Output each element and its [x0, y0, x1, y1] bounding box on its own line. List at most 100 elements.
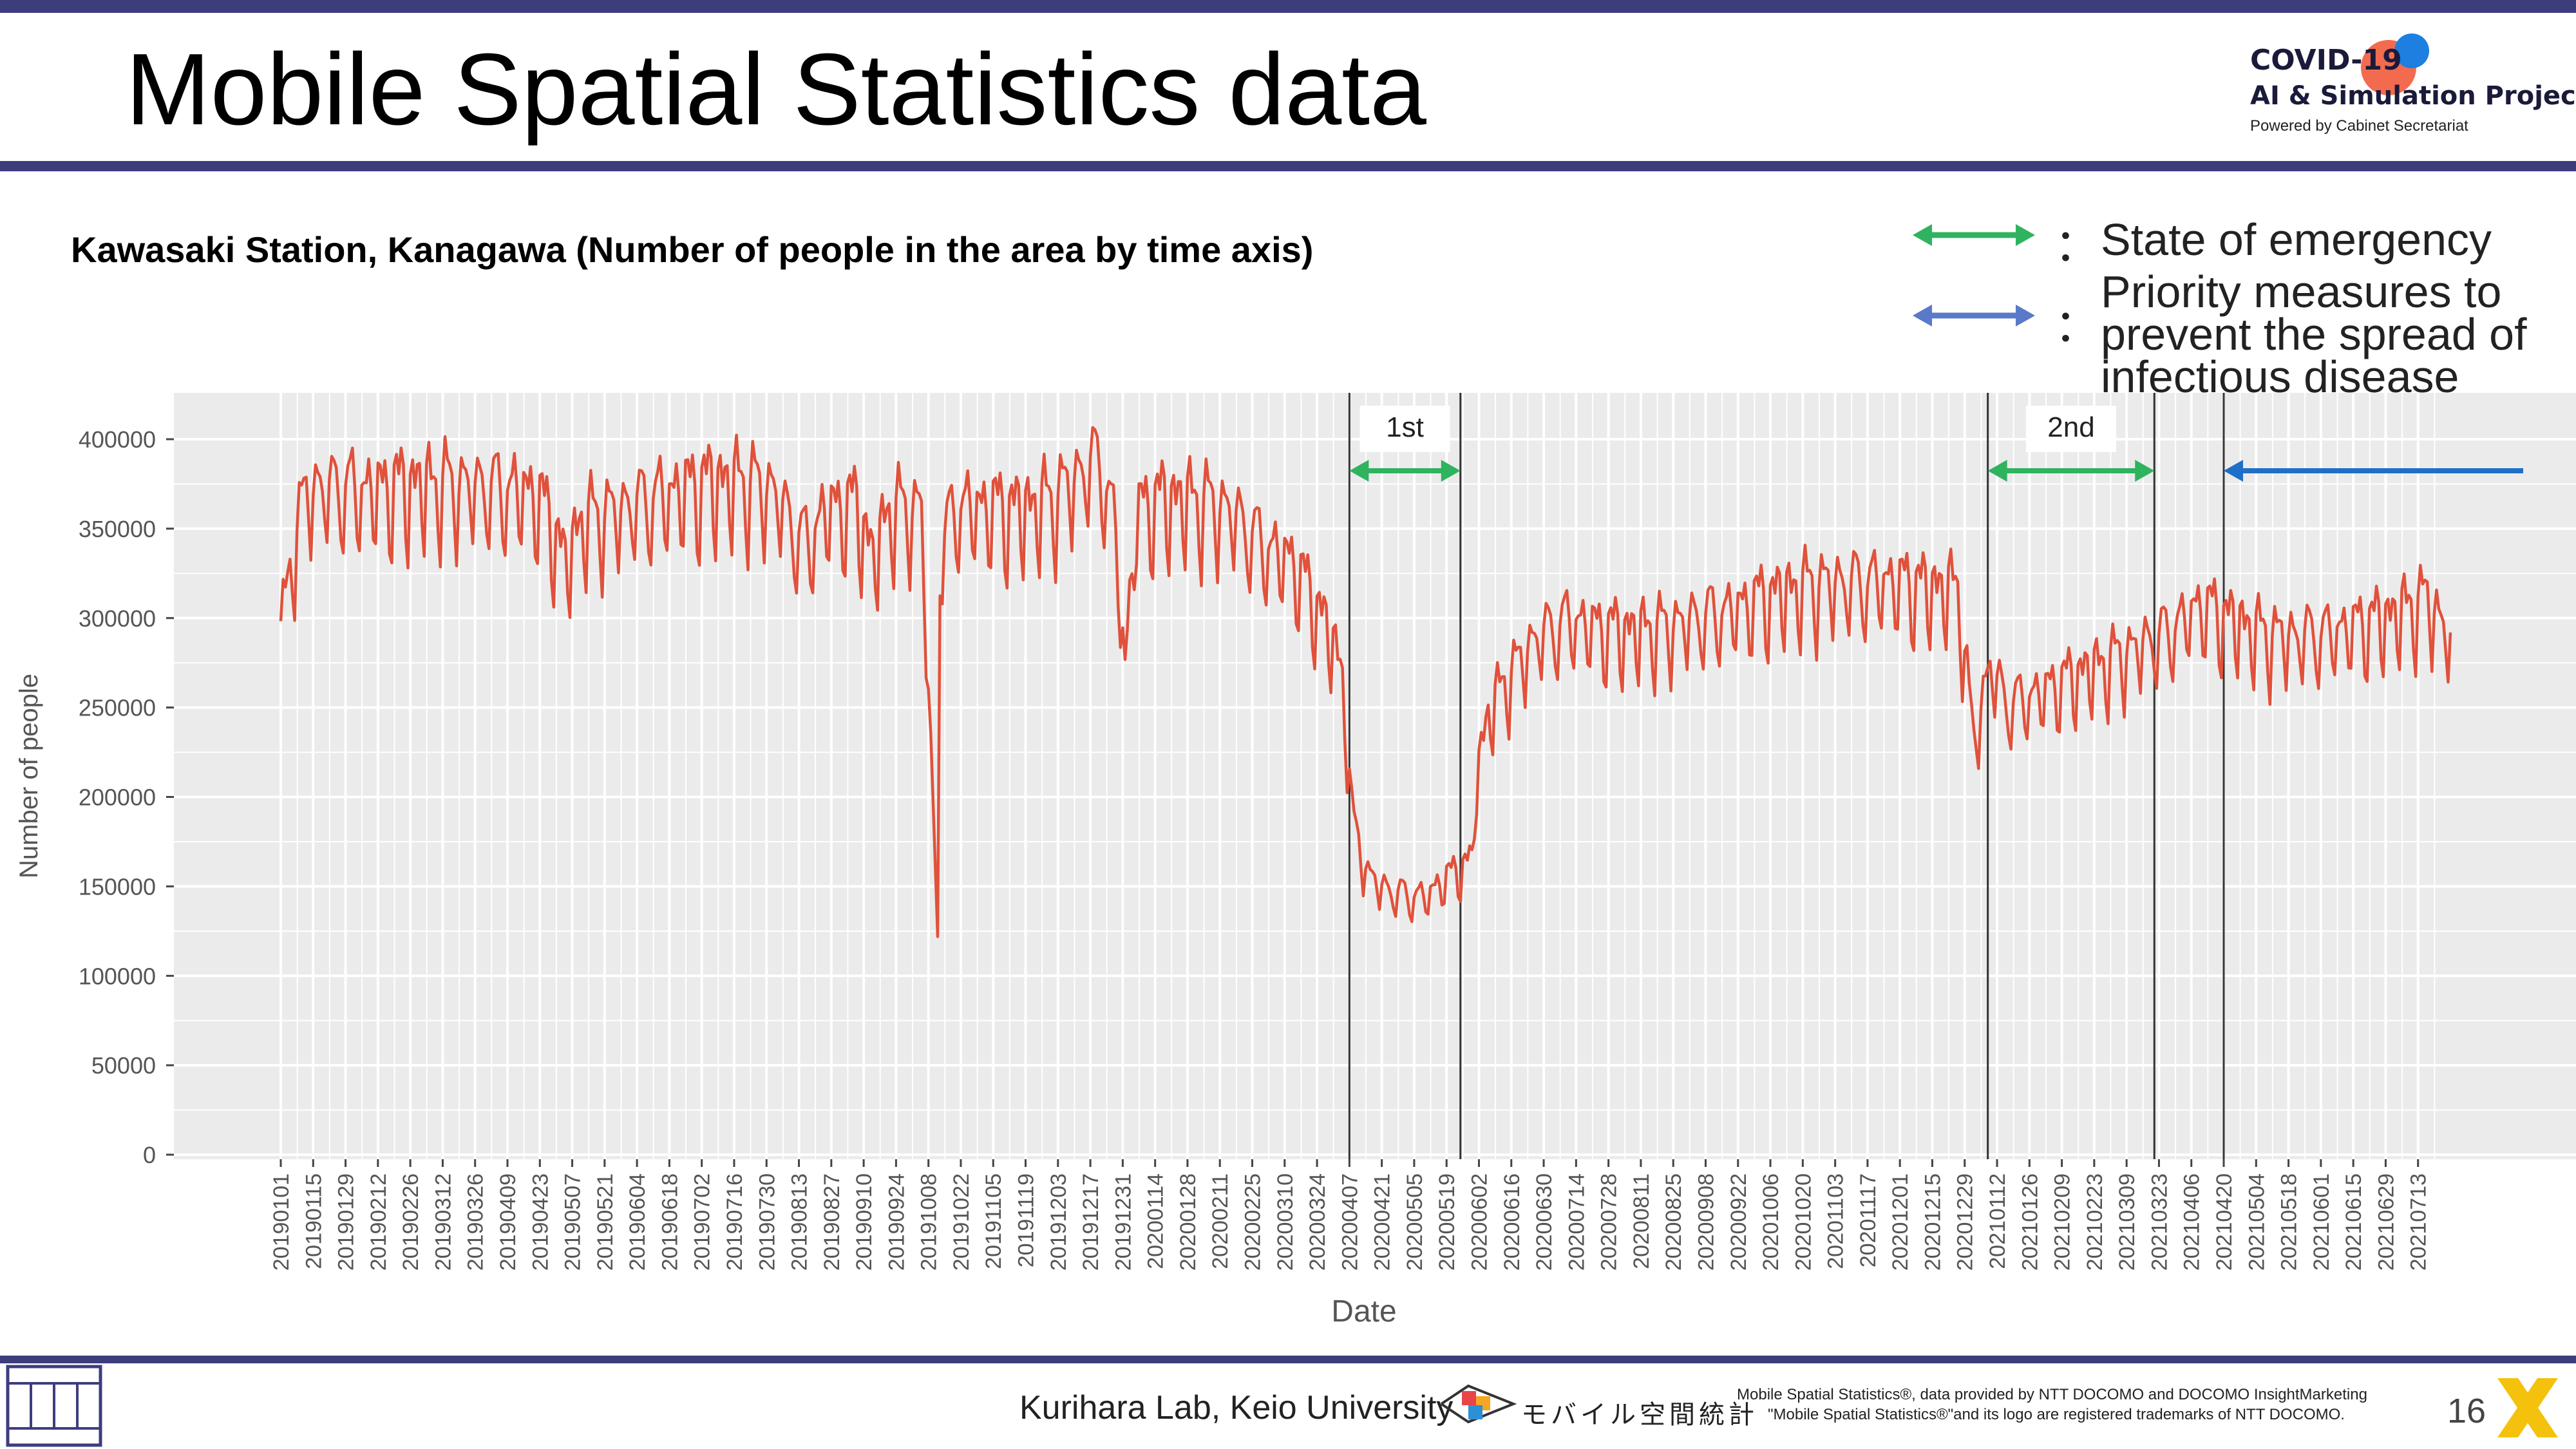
x-tick-label: 20200505: [1403, 1173, 1427, 1271]
annotation-arrow-head: [2135, 460, 2155, 482]
annotation-label-box: [1359, 406, 1450, 452]
y-tick-label: 300000: [79, 605, 156, 632]
legend-emergency-arrow: [1913, 224, 2035, 246]
x-axis-label: Date: [1331, 1294, 1396, 1329]
x-tick-label: 20190312: [431, 1173, 455, 1271]
footer-lab-name: Kurihara Lab, Keio University: [1019, 1389, 1454, 1426]
x-tick-label: 20191022: [949, 1173, 974, 1271]
y-tick-label: 250000: [79, 695, 156, 721]
x-tick-label: 20201229: [1953, 1173, 1978, 1271]
annotation-label-box: [2025, 406, 2116, 452]
y-tick-label: 0: [143, 1142, 156, 1168]
page-number: 16: [2447, 1392, 2486, 1430]
x-tick-label: 20200407: [1338, 1173, 1362, 1271]
x-tick-label: 20191231: [1111, 1173, 1135, 1271]
annotation-arrow-head: [1441, 460, 1461, 482]
annotation-arrow-head: [1349, 460, 1369, 482]
x-tick-label: 20190115: [301, 1173, 326, 1269]
x-tick-label: 20210629: [2374, 1173, 2398, 1271]
y-axis-label: Number of people: [15, 674, 43, 878]
top-band: [0, 0, 2576, 13]
legend-priority-line-1: Priority measures to: [2101, 267, 2502, 317]
y-tick-label: 350000: [79, 516, 156, 542]
x-tick-label: 20190507: [561, 1173, 585, 1271]
mss-logo-text: モバイル空間統計: [1521, 1401, 1758, 1429]
x-tick-label: 20190226: [399, 1173, 423, 1271]
logo-line-3: Powered by Cabinet Secretariat: [2250, 117, 2468, 135]
x-tick-label: 20210223: [2083, 1173, 2107, 1271]
x-tick-label: 20190924: [884, 1173, 909, 1271]
x-tick-label: 20190813: [788, 1173, 812, 1271]
logo-blue-dot: [2394, 33, 2429, 68]
x-tick-label: 20210615: [2342, 1173, 2366, 1271]
x-tick-label: 20200602: [1467, 1173, 1492, 1271]
page-title: Mobile Spatial Statistics data: [126, 33, 1426, 146]
x-tick-label: 20200128: [1176, 1173, 1200, 1271]
x-tick-label: 20201020: [1791, 1173, 1815, 1271]
x-tick-label: 20190618: [658, 1173, 682, 1271]
annotation-label: 1st: [1386, 412, 1424, 443]
x-tick-label: 20200811: [1629, 1173, 1654, 1269]
legend-priority-line-2: prevent the spread of: [2101, 309, 2527, 359]
x-tick-label: 20210406: [2180, 1173, 2204, 1271]
x-tick-label: 20200714: [1564, 1173, 1589, 1271]
x-tick-label: 20191105: [981, 1173, 1006, 1269]
legend-emergency-label: State of emergency: [2101, 214, 2492, 265]
x-tick-label: 20210518: [2277, 1173, 2302, 1271]
x-tick-label: 20210309: [2115, 1173, 2139, 1271]
y-ticks: 0 50000 100000 150000 200000 250000 300000 3500…: [79, 426, 174, 1168]
series-line: [279, 426, 2452, 938]
covid-ai-project-logo: COVID-19 AI & Simulation Project Powered…: [2250, 33, 2576, 148]
x-tick-label: 20210504: [2244, 1173, 2269, 1271]
grid-layer: [174, 393, 2576, 1159]
x-tick-label: 20200519: [1435, 1173, 1459, 1271]
footer-credit-2: "Mobile Spatial Statistics®"and its logo…: [1768, 1406, 2345, 1423]
keio-lab-logo: [6, 1365, 102, 1447]
x-tick-label: 20190129: [334, 1173, 359, 1271]
footer-band: [0, 1356, 2576, 1363]
x-tick-label: 20200421: [1370, 1173, 1395, 1271]
x-tick-label: 20190716: [723, 1173, 747, 1271]
x-tick-label: 20210112: [1985, 1173, 2010, 1269]
title-underline: [0, 161, 2576, 171]
x-tick-label: 20190409: [496, 1173, 520, 1271]
x-tick-label: 20190212: [366, 1173, 391, 1271]
legend-priority-arrow: [1913, 305, 2035, 327]
x-tick-label: 20201103: [1824, 1173, 1848, 1269]
x-tick-label: 20210209: [2050, 1173, 2075, 1271]
x-tick-label: 20201006: [1759, 1173, 1783, 1271]
x-tick-label: 20210126: [2018, 1173, 2042, 1271]
y-tick-label: 100000: [79, 963, 156, 989]
x-tick-label: 20200114: [1144, 1173, 1168, 1269]
chart-subtitle: Kawasaki Station, Kanagawa (Number of pe…: [71, 229, 1314, 270]
x-tick-label: 20191217: [1079, 1173, 1103, 1271]
y-tick-label: 400000: [79, 426, 156, 453]
legend-priority-line-3: infectious disease: [2101, 352, 2459, 402]
x-tick-label: 20190827: [820, 1173, 844, 1271]
x-tick-label: 20190101: [269, 1173, 294, 1271]
annotation-arrow-head: [2224, 460, 2244, 482]
y-tick-label: 50000: [91, 1052, 156, 1079]
x-tick-label: 20200211: [1208, 1173, 1233, 1269]
x-tick-label: 20200728: [1597, 1173, 1622, 1271]
x-tick-label: 20190730: [755, 1173, 779, 1271]
mobile-spatial-statistics-logo: [1440, 1384, 1517, 1424]
x-tick-label: 20190604: [625, 1173, 650, 1271]
x-logo-icon: [2497, 1378, 2558, 1437]
annotation-label: 2nd: [2047, 412, 2094, 443]
x-tick-label: 20191119: [1014, 1173, 1039, 1267]
x-tick-label: 20200310: [1273, 1173, 1298, 1271]
y-tick-label: 150000: [79, 873, 156, 900]
x-tick-label: 20191008: [917, 1173, 942, 1271]
annotation-arrow-head: [1987, 460, 2007, 482]
x-tick-label: 20201117: [1856, 1173, 1880, 1267]
x-tick-label: 20201215: [1920, 1173, 1945, 1271]
x-tick-label: 20200225: [1241, 1173, 1265, 1271]
annotation-lines: [1348, 393, 2225, 1159]
x-tick-label: 20200922: [1727, 1173, 1751, 1271]
legend-colon-2: ：: [2054, 301, 2099, 351]
x-tick-label: 20191203: [1046, 1173, 1071, 1271]
footer-credit-1: Mobile Spatial Statistics®, data provide…: [1737, 1386, 2367, 1403]
x-tick-label: 20201201: [1888, 1173, 1913, 1271]
